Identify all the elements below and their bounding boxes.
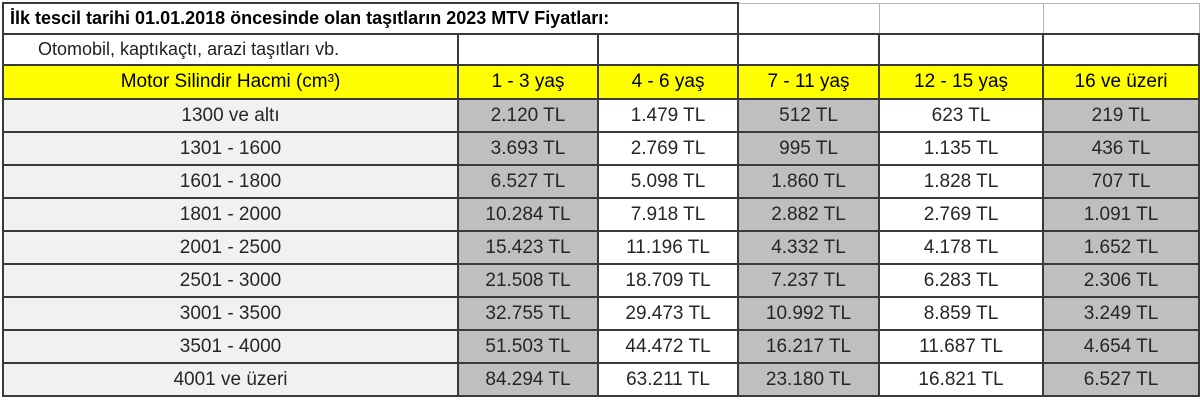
empty-cell <box>737 33 881 66</box>
price-cell: 10.284 TL <box>457 197 599 232</box>
price-cell: 84.294 TL <box>457 362 599 397</box>
empty-cell <box>596 33 740 66</box>
price-cell: 2.306 TL <box>1042 263 1200 298</box>
price-cell: 623 TL <box>878 98 1045 133</box>
column-header-age-12-15: 12 - 15 yaş <box>878 64 1045 100</box>
column-header-engine-capacity: Motor Silindir Hacmi (cm³) <box>2 64 459 100</box>
price-cell: 3.693 TL <box>457 131 599 166</box>
table-header-row: Motor Silindir Hacmi (cm³) 1 - 3 yaş 4 -… <box>2 64 1200 100</box>
price-cell: 3.249 TL <box>1042 296 1200 331</box>
table-row: 1301 - 1600 3.693 TL 2.769 TL 995 TL 1.135 T… <box>2 131 1200 166</box>
empty-grid-cell <box>1042 2 1200 35</box>
page-title: İlk tescil tarihi 01.01.2018 öncesinde o… <box>1 2 740 35</box>
price-cell: 44.472 TL <box>596 329 740 364</box>
empty-grid-cell <box>737 2 880 35</box>
price-cell: 4.654 TL <box>1042 329 1200 364</box>
price-cell: 18.709 TL <box>596 263 740 298</box>
price-cell: 63.211 TL <box>596 362 740 397</box>
price-cell: 8.859 TL <box>878 296 1045 331</box>
empty-cell <box>878 33 1045 66</box>
table-row: 4001 ve üzeri 84.294 TL 63.211 TL 23.180 TL… <box>2 362 1200 397</box>
column-header-age-7-11: 7 - 11 yaş <box>737 64 881 100</box>
price-cell: 51.503 TL <box>457 329 599 364</box>
price-cell: 1.652 TL <box>1042 230 1200 265</box>
engine-capacity-cell: 2501 - 3000 <box>2 263 459 298</box>
price-cell: 2.769 TL <box>878 197 1045 232</box>
price-cell: 2.882 TL <box>737 197 881 232</box>
engine-capacity-cell: 1601 - 1800 <box>2 164 459 199</box>
price-cell: 4.178 TL <box>878 230 1045 265</box>
table-row: 2501 - 3000 21.508 TL 18.709 TL 7.237 TL 6.2… <box>2 263 1200 298</box>
price-cell: 6.527 TL <box>457 164 599 199</box>
price-cell: 6.283 TL <box>878 263 1045 298</box>
price-cell: 7.237 TL <box>737 263 881 298</box>
vehicle-type-label: Otomobil, kaptıkaçtı, arazi taşıtları vb… <box>2 33 459 66</box>
empty-cell <box>1042 33 1200 66</box>
price-cell: 29.473 TL <box>596 296 740 331</box>
price-cell: 7.918 TL <box>596 197 740 232</box>
price-cell: 6.527 TL <box>1042 362 1200 397</box>
price-cell: 1.479 TL <box>596 98 740 133</box>
price-cell: 4.332 TL <box>737 230 881 265</box>
engine-capacity-cell: 3001 - 3500 <box>2 296 459 331</box>
column-header-age-4-6: 4 - 6 yaş <box>596 64 740 100</box>
engine-capacity-cell: 1301 - 1600 <box>2 131 459 166</box>
price-cell: 16.217 TL <box>737 329 881 364</box>
price-cell: 707 TL <box>1042 164 1200 199</box>
engine-capacity-cell: 4001 ve üzeri <box>2 362 459 397</box>
price-cell: 2.120 TL <box>457 98 599 133</box>
price-cell: 436 TL <box>1042 131 1200 166</box>
price-cell: 995 TL <box>737 131 881 166</box>
table-row: 1300 ve altı 2.120 TL 1.479 TL 512 TL 623 TL… <box>2 98 1200 133</box>
empty-grid-cell <box>878 2 1044 35</box>
price-cell: 16.821 TL <box>878 362 1045 397</box>
price-cell: 5.098 TL <box>596 164 740 199</box>
engine-capacity-cell: 2001 - 2500 <box>2 230 459 265</box>
price-cell: 15.423 TL <box>457 230 599 265</box>
engine-capacity-cell: 1801 - 2000 <box>2 197 459 232</box>
table-row: 2001 - 2500 15.423 TL 11.196 TL 4.332 TL 4.1… <box>2 230 1200 265</box>
price-cell: 10.992 TL <box>737 296 881 331</box>
price-cell: 1.091 TL <box>1042 197 1200 232</box>
price-cell: 11.687 TL <box>878 329 1045 364</box>
price-cell: 1.860 TL <box>737 164 881 199</box>
mtv-price-table: İlk tescil tarihi 01.01.2018 öncesinde o… <box>1 2 1200 397</box>
price-cell: 23.180 TL <box>737 362 881 397</box>
table-row: 1801 - 2000 10.284 TL 7.918 TL 2.882 TL 2.76… <box>2 197 1200 232</box>
table-row: 3501 - 4000 51.503 TL 44.472 TL 16.217 TL 11… <box>2 329 1200 364</box>
price-cell: 2.769 TL <box>596 131 740 166</box>
empty-cell <box>457 33 599 66</box>
price-cell: 21.508 TL <box>457 263 599 298</box>
subtitle-row: Otomobil, kaptıkaçtı, arazi taşıtları vb… <box>2 33 1200 66</box>
engine-capacity-cell: 3501 - 4000 <box>2 329 459 364</box>
price-cell: 32.755 TL <box>457 296 599 331</box>
price-cell: 11.196 TL <box>596 230 740 265</box>
title-row: İlk tescil tarihi 01.01.2018 öncesinde o… <box>1 2 1200 35</box>
price-cell: 219 TL <box>1042 98 1200 133</box>
table-row: 3001 - 3500 32.755 TL 29.473 TL 10.992 TL 8.… <box>2 296 1200 331</box>
price-cell: 1.828 TL <box>878 164 1045 199</box>
engine-capacity-cell: 1300 ve altı <box>2 98 459 133</box>
column-header-age-16-plus: 16 ve üzeri <box>1042 64 1200 100</box>
price-cell: 512 TL <box>737 98 881 133</box>
column-header-age-1-3: 1 - 3 yaş <box>457 64 599 100</box>
table-row: 1601 - 1800 6.527 TL 5.098 TL 1.860 TL 1.828… <box>2 164 1200 199</box>
price-cell: 1.135 TL <box>878 131 1045 166</box>
